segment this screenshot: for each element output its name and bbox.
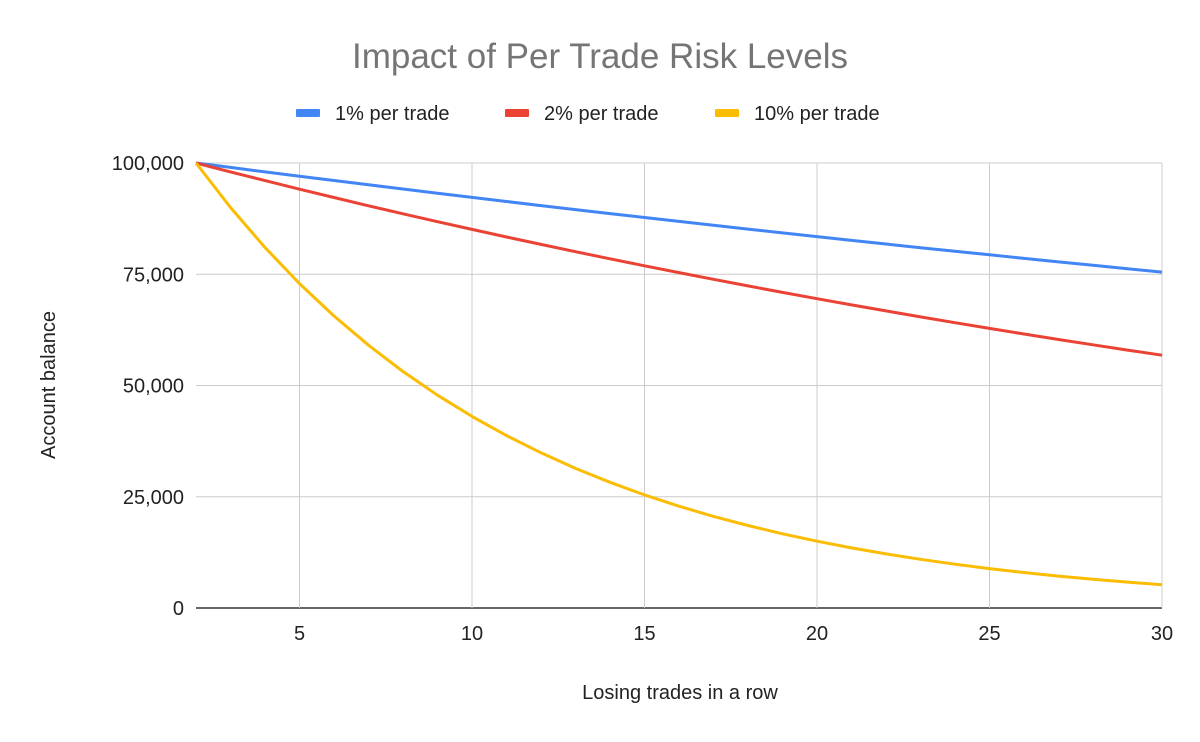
x-tick-label: 25	[978, 623, 1000, 645]
y-tick-label: 25,000	[123, 487, 184, 509]
gridlines	[196, 162, 1163, 609]
series-lines	[194, 161, 1163, 587]
legend-label-1: 1% per trade	[335, 103, 450, 125]
chart-title: Impact of Per Trade Risk Levels	[352, 37, 848, 76]
x-tick-label: 5	[294, 623, 305, 645]
y-axis-label: Account balance	[38, 311, 60, 459]
legend-label-3: 10% per trade	[754, 103, 880, 125]
y-tick-label: 0	[173, 598, 184, 620]
y-tick-label: 75,000	[123, 264, 184, 286]
x-tick-label: 30	[1151, 623, 1173, 645]
x-axis-label: Losing trades in a row	[582, 682, 778, 704]
tick-labels: 0 25,000 50,000 75,000 100,000 5 10 15 20 25 30	[112, 153, 1173, 645]
legend-swatch-1	[296, 109, 320, 117]
x-tick-label: 15	[633, 623, 655, 645]
y-tick-label: 100,000	[112, 153, 184, 175]
legend-swatch-3	[715, 109, 739, 117]
series-line-2	[195, 161, 1163, 357]
series-line-1	[195, 161, 1163, 274]
y-tick-label: 50,000	[123, 376, 184, 398]
x-tick-label: 20	[806, 623, 828, 645]
legend-swatch-2	[505, 109, 529, 117]
x-tick-label: 10	[461, 623, 483, 645]
legend: 1% per trade 2% per trade 10% per trade	[296, 103, 880, 125]
legend-label-2: 2% per trade	[544, 103, 659, 125]
series-line-3	[194, 162, 1163, 587]
